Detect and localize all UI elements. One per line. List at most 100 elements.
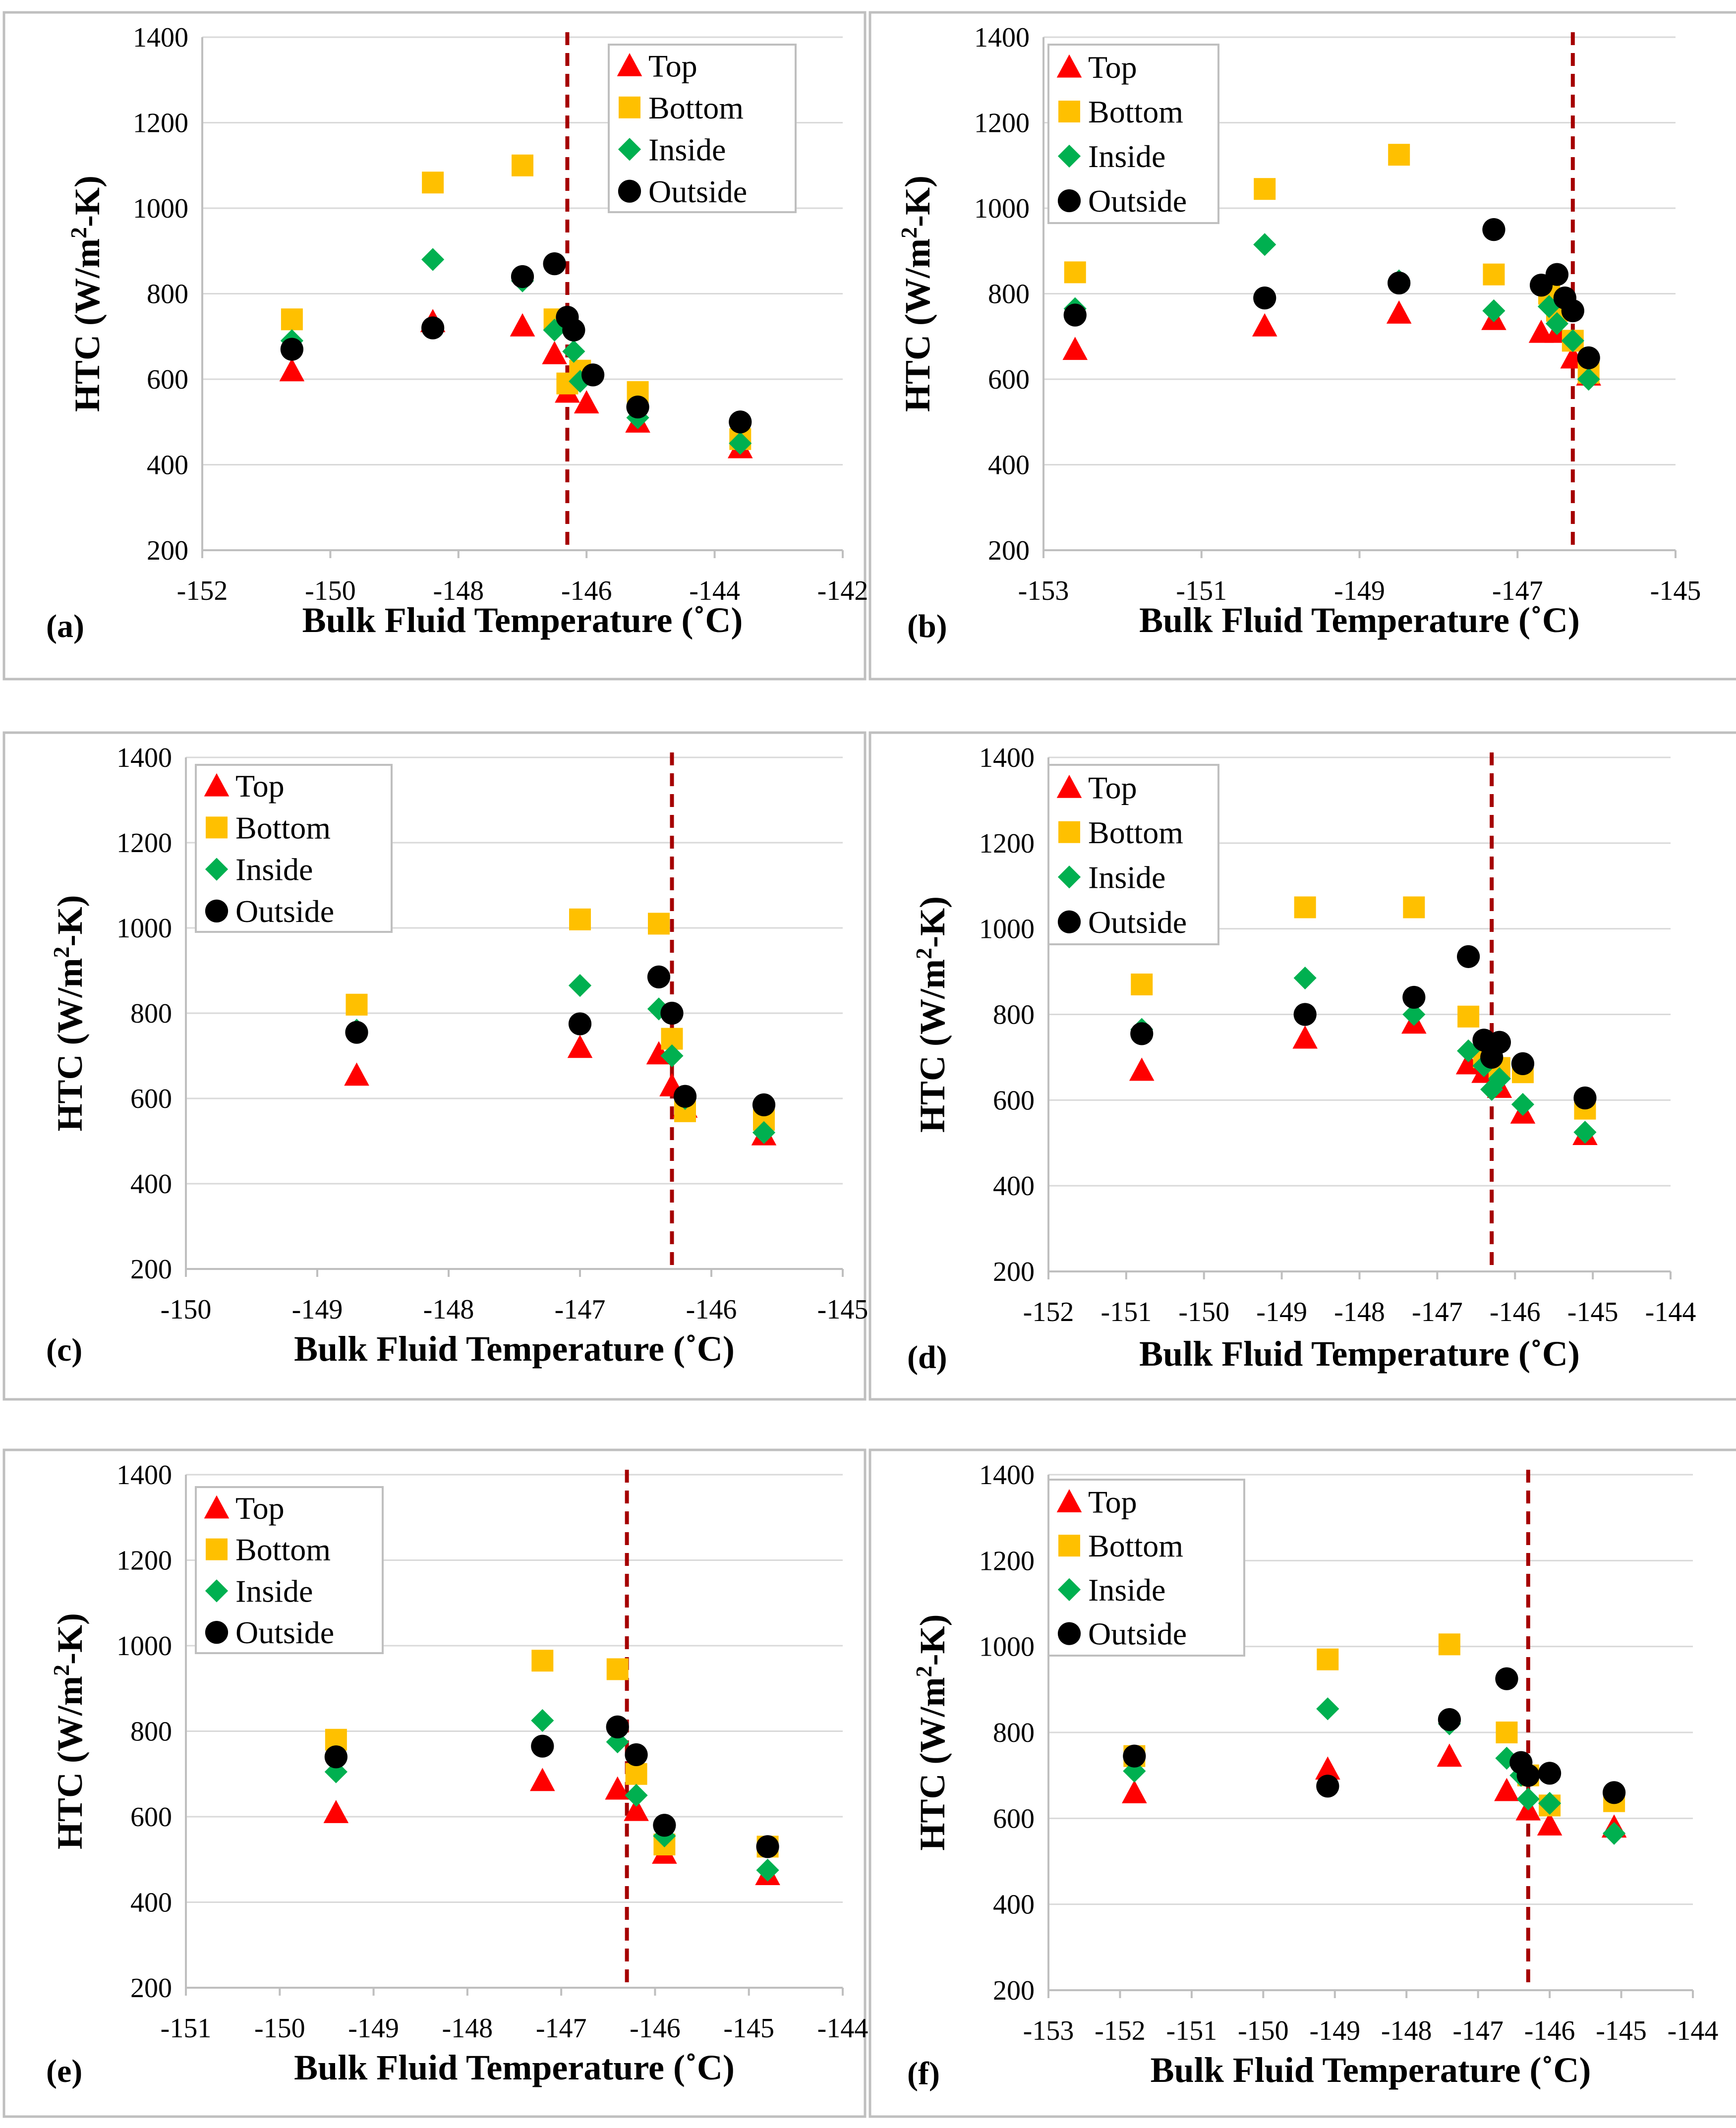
data-point-bottom bbox=[531, 1650, 554, 1672]
legend-label-top: Top bbox=[648, 48, 697, 83]
data-point-outside bbox=[581, 363, 605, 387]
data-point-outside bbox=[625, 1743, 648, 1767]
x-tick-label: -147 bbox=[1412, 1297, 1463, 1327]
chart-panel: 200 400 600 800 1000 1200 1400 -152 -150 -148 -146… bbox=[2, 11, 868, 681]
legend-label-bottom: Bottom bbox=[1088, 815, 1183, 850]
data-point-top bbox=[1437, 1743, 1462, 1767]
data-point-outside bbox=[1545, 263, 1569, 286]
data-point-top bbox=[605, 1776, 631, 1800]
y-axis-title: HTC (W/m2-K) bbox=[911, 896, 952, 1133]
data-point-bottom bbox=[1254, 178, 1276, 200]
data-point-inside bbox=[1488, 1067, 1511, 1091]
x-tick-label: -145 bbox=[1567, 1297, 1619, 1327]
panel-label: (e) bbox=[46, 2053, 82, 2089]
y-tick-label: 1400 bbox=[116, 743, 172, 773]
data-point-inside bbox=[1603, 1822, 1626, 1845]
x-axis-title: Bulk Fluid Temperature (˚C) bbox=[1151, 2050, 1591, 2090]
legend-marker-inside bbox=[618, 138, 641, 161]
panel-frame bbox=[868, 731, 1736, 1401]
legend-label-inside: Inside bbox=[1088, 139, 1165, 174]
y-tick-label: 800 bbox=[130, 1717, 172, 1747]
chart-panel: 200 400 600 800 1000 1200 1400 -151 -150 -149 -148… bbox=[2, 1448, 868, 2118]
panel-label: (b) bbox=[907, 608, 947, 644]
x-tick-label: -148 bbox=[1334, 1297, 1385, 1327]
x-tick-label: -152 bbox=[177, 575, 228, 606]
x-tick-label: -146 bbox=[561, 575, 612, 606]
legend-marker-inside bbox=[205, 858, 229, 881]
legend-marker-inside bbox=[1057, 1578, 1081, 1601]
data-point-inside bbox=[1316, 1697, 1339, 1721]
data-point-bottom bbox=[569, 908, 591, 930]
data-point-top bbox=[1315, 1756, 1340, 1780]
y-tick-label: 1000 bbox=[979, 1632, 1035, 1663]
x-tick-label: -144 bbox=[1645, 1297, 1696, 1327]
legend-label-bottom: Bottom bbox=[235, 1532, 331, 1567]
x-tick-label: -145 bbox=[817, 1294, 868, 1325]
legend-label-top: Top bbox=[235, 1491, 285, 1526]
x-tick-label: -145 bbox=[723, 2013, 774, 2044]
data-point-outside bbox=[1316, 1775, 1339, 1798]
legend-box bbox=[1047, 1479, 1245, 1657]
data-point-bottom bbox=[1483, 263, 1505, 286]
x-tick-label: -151 bbox=[1101, 1297, 1152, 1327]
data-point-top bbox=[344, 1062, 369, 1086]
x-tick-label: -149 bbox=[348, 2013, 399, 2044]
data-point-top bbox=[529, 1768, 555, 1791]
panel-frame bbox=[2, 1448, 867, 2118]
data-point-bottom bbox=[512, 154, 533, 176]
x-tick-label: -148 bbox=[423, 1294, 474, 1325]
data-point-outside bbox=[752, 1093, 776, 1116]
data-point-bottom bbox=[606, 1658, 629, 1680]
data-point-outside bbox=[1561, 299, 1584, 323]
data-point-top bbox=[1528, 319, 1554, 343]
y-axis-title: HTC (W/m2-K) bbox=[66, 175, 107, 412]
data-point-outside bbox=[653, 1814, 676, 1837]
y-tick-label: 1200 bbox=[116, 828, 172, 859]
legend-marker-bottom bbox=[619, 96, 640, 118]
data-point-outside bbox=[1293, 1003, 1317, 1026]
legend-marker-top bbox=[204, 1495, 230, 1519]
data-point-outside bbox=[531, 1734, 554, 1758]
x-tick-label: -150 bbox=[1238, 2015, 1289, 2046]
x-tick-label: -144 bbox=[817, 2013, 868, 2044]
data-point-top bbox=[1122, 1780, 1147, 1803]
x-axis-title: Bulk Fluid Temperature (˚C) bbox=[294, 2048, 735, 2087]
legend-label-outside: Outside bbox=[1088, 1616, 1187, 1652]
y-axis-title: HTC (W/m2-K) bbox=[911, 1614, 952, 1851]
data-point-outside bbox=[1438, 1708, 1461, 1731]
y-tick-label: 1400 bbox=[116, 1460, 172, 1491]
legend-label-bottom: Bottom bbox=[648, 90, 744, 125]
data-point-bottom bbox=[648, 913, 670, 935]
data-point-outside bbox=[1488, 1031, 1511, 1054]
y-tick-label: 200 bbox=[988, 535, 1030, 566]
data-point-inside bbox=[1516, 1787, 1540, 1811]
data-point-inside bbox=[1577, 367, 1600, 391]
data-point-bottom bbox=[1131, 974, 1153, 996]
y-tick-label: 200 bbox=[147, 535, 188, 566]
y-tick-label: 1000 bbox=[974, 193, 1030, 224]
legend-label-top: Top bbox=[1088, 770, 1137, 805]
data-point-inside bbox=[1482, 299, 1505, 323]
y-tick-label: 1200 bbox=[974, 108, 1030, 139]
legend-label-top: Top bbox=[1088, 1484, 1137, 1519]
legend-marker-outside bbox=[205, 1621, 229, 1644]
data-point-outside bbox=[626, 395, 649, 419]
data-point-inside bbox=[1538, 1791, 1562, 1815]
y-tick-label: 1400 bbox=[979, 743, 1035, 773]
data-point-top bbox=[1494, 1778, 1519, 1801]
x-tick-label: -144 bbox=[689, 575, 740, 606]
data-point-inside bbox=[1293, 966, 1317, 990]
y-tick-label: 1000 bbox=[116, 913, 172, 944]
y-tick-label: 400 bbox=[147, 450, 188, 481]
x-tick-label: -152 bbox=[1023, 1297, 1074, 1327]
x-tick-label: -149 bbox=[1256, 1297, 1307, 1327]
data-point-bottom bbox=[1064, 261, 1086, 284]
data-point-top bbox=[574, 390, 599, 413]
x-tick-label: -147 bbox=[536, 2013, 587, 2044]
x-axis-title: Bulk Fluid Temperature (˚C) bbox=[302, 600, 743, 640]
data-point-outside bbox=[1577, 346, 1600, 369]
panel-label: (c) bbox=[46, 1332, 82, 1368]
chart-panel: 200 400 600 800 1000 1200 1400 -152 -151 -150 -149… bbox=[868, 731, 1736, 1401]
x-tick-label: -153 bbox=[1023, 2015, 1074, 2046]
x-tick-label: -145 bbox=[1650, 575, 1701, 606]
